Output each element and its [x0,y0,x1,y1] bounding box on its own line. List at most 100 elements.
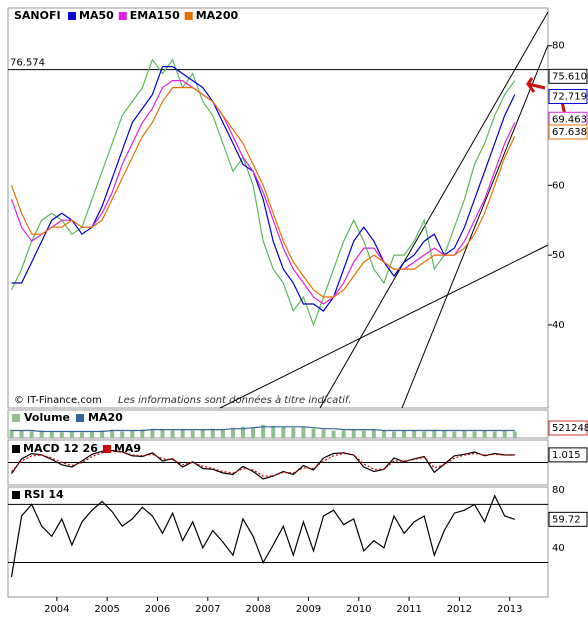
volume-bar [210,428,215,438]
volume-bar [502,430,507,438]
volume-bar [241,426,246,438]
volume-bar [261,424,266,438]
volume-bar [381,430,386,438]
volume-bar [130,430,135,438]
volume-bar [220,429,225,438]
volume-bar [452,431,457,438]
note: Les informations sont données à titre in… [118,394,351,406]
y-tick-label: 60 [552,180,565,191]
value-label: 521248 [552,423,588,434]
volume-bar [190,430,195,438]
volume-bar [492,431,497,438]
volume-bar [442,430,447,438]
volume-bar [351,429,356,438]
value-box [548,511,588,527]
value-box [548,68,588,84]
volume-bar [361,430,366,438]
volume-bar [462,430,467,438]
reference-label: 76.574 [10,58,45,69]
value-label: 1.015 [552,450,581,461]
trend-line [219,244,549,409]
volume-bar [422,431,427,438]
volume-bar [140,429,145,438]
volume-bar [281,426,286,438]
legend-label: MA50 [79,9,114,22]
volume-bar [150,428,155,438]
trend-line [319,11,549,409]
volume-bar [341,430,346,438]
series-line [11,450,515,477]
series-line [10,80,516,305]
volume-bar [392,431,397,438]
volume-bar [371,429,376,438]
x-tick-label: 2012 [447,604,472,615]
volume-bar [512,431,517,438]
x-tick-label: 2006 [145,604,170,615]
legend-label: MACD 12 26 [23,442,98,455]
y-tick-label: 80 [552,485,565,496]
legend-label: MA200 [196,9,239,22]
y-tick-label: 50 [552,250,565,261]
x-tick-label: 2009 [296,604,321,615]
legend-label: RSI 14 [24,488,64,501]
legend-swatch [12,414,20,422]
volume-bar [90,431,95,438]
volume-bar [321,429,326,438]
trend-lines [219,11,549,409]
volume-bar [19,430,24,438]
volume-bar [160,429,165,438]
legend-swatch [118,12,127,20]
series-line [10,58,516,327]
legend-label: MA20 [88,411,123,424]
volume-bar [311,428,316,438]
legend-swatch [12,491,20,499]
volume-bar [200,429,205,438]
legend-swatch [76,414,84,422]
legend-label: EMA150 [130,9,180,22]
series-line [11,66,516,312]
legend-swatch [68,12,76,20]
value-label: 59.72 [552,514,581,525]
volume-bar [9,429,14,438]
volume-bar [29,431,34,438]
volume-bar [170,430,175,438]
volume-bar [120,431,125,438]
legend-swatch [102,445,111,453]
volume-bar [482,430,487,438]
volume-bar [110,429,115,438]
volume-bar [291,427,296,438]
x-tick-label: 2011 [396,604,421,615]
volume-bar [39,430,44,438]
y-tick-label: 40 [552,320,565,331]
legend-label: MA9 [114,442,141,455]
source: © IT-Finance.com [14,395,102,406]
volume-bar [59,432,64,438]
volume-bar [412,430,417,438]
price-frame [7,7,549,409]
trend-line [401,44,549,409]
volume-frame [7,409,549,439]
legend-label: Volume [24,411,70,424]
series-line [10,87,516,298]
x-tick-label: 2013 [497,604,522,615]
volume-bar [230,427,235,438]
value-box [548,124,588,140]
chart-title: SANOFI [14,9,61,22]
value-box [548,420,588,436]
volume-bar [180,429,185,438]
volume-bar [301,426,306,438]
x-tick-label: 2004 [44,604,69,615]
value-box [548,89,588,105]
series-line [10,494,515,578]
series-line [11,426,515,433]
volume-bar [69,431,74,438]
x-tick-label: 2008 [245,604,270,615]
y-tick-label: 80 [552,41,565,52]
x-tick-label: 2007 [195,604,220,615]
volume-bar [402,430,407,438]
x-tick-label: 2005 [94,604,119,615]
volume-bar [432,429,437,438]
value-label: 69.463 [552,114,587,125]
legend-swatch [12,445,20,453]
